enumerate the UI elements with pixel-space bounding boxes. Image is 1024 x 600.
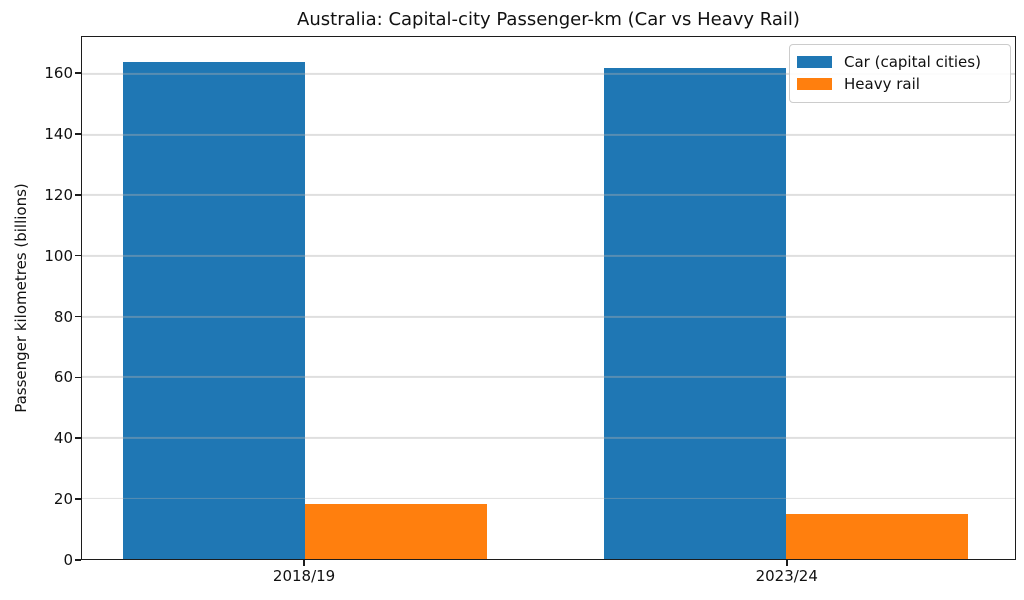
y-tick-mark	[75, 376, 81, 379]
y-tick-mark	[75, 437, 81, 440]
y-tick-mark	[75, 133, 81, 135]
legend-swatch	[797, 56, 832, 68]
y-tick-label: 100	[44, 246, 73, 265]
y-tick-label: 140	[44, 124, 73, 143]
bar	[304, 504, 487, 559]
chart-title: Australia: Capital-city Passenger-km (Ca…	[297, 9, 800, 30]
legend-entry: Heavy rail	[797, 73, 1002, 95]
legend-entry: Car (capital cities)	[797, 51, 1002, 73]
y-tick-label: 80	[53, 307, 73, 326]
gridline	[82, 436, 1015, 439]
gridline	[82, 315, 1015, 318]
x-tick-label: 2023/24	[755, 567, 818, 585]
y-tick-mark	[75, 559, 81, 561]
bar	[786, 513, 969, 559]
gridline	[82, 376, 1015, 379]
x-tick-mark	[785, 560, 788, 566]
y-tick-label: 120	[44, 185, 73, 204]
y-tick-label: 160	[44, 64, 73, 83]
gridline	[82, 133, 1015, 136]
y-tick-label: 40	[53, 429, 73, 448]
y-tick-mark	[75, 194, 81, 196]
y-tick-label: 20	[53, 490, 73, 509]
y-tick-label: 0	[63, 551, 73, 569]
gridline	[82, 194, 1015, 197]
legend: Car (capital cities) Heavy rail	[789, 44, 1011, 103]
legend-label: Car (capital cities)	[844, 53, 981, 71]
gridline	[82, 73, 1015, 75]
bar	[604, 67, 787, 559]
legend-label: Heavy rail	[844, 75, 920, 93]
y-tick-mark	[75, 498, 81, 500]
y-tick-mark	[75, 315, 81, 318]
y-tick-label: 60	[53, 368, 73, 387]
plot-area	[81, 36, 1016, 560]
x-tick-label: 2018/19	[272, 567, 336, 585]
legend-swatch	[797, 78, 832, 90]
gridline	[82, 497, 1015, 500]
gridline	[82, 254, 1015, 257]
y-tick-mark	[75, 254, 81, 257]
y-tick-mark	[75, 72, 81, 74]
bar	[122, 61, 305, 559]
x-tick-mark	[303, 560, 305, 566]
